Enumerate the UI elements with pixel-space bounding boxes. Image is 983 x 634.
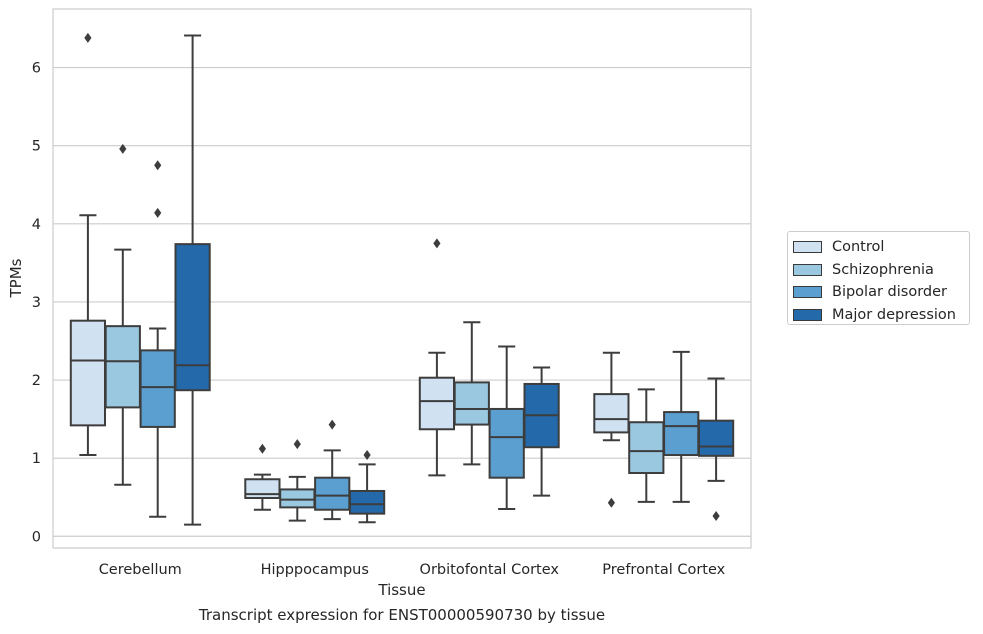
outlier-point <box>328 419 336 430</box>
box-control <box>593 351 630 508</box>
box-bipolar-disorder <box>663 350 700 503</box>
box-schizophrenia <box>104 143 141 486</box>
box-schizophrenia <box>453 321 490 466</box>
box-control <box>69 32 107 457</box>
outlier-point <box>363 450 371 461</box>
legend-label: Schizophrenia <box>832 261 934 278</box>
box-major-depression <box>174 34 211 526</box>
y-tick-label: 3 <box>32 295 41 311</box>
legend-label: Major depression <box>832 306 956 323</box>
box-iqr <box>663 411 700 457</box>
box-control <box>418 238 456 477</box>
y-tick-label: 5 <box>32 139 41 155</box>
box-bipolar-disorder <box>139 160 176 518</box>
box-major-depression <box>348 450 386 524</box>
legend-swatch <box>793 263 822 276</box>
legend-item: Major depression <box>793 304 964 327</box>
outlier-point <box>258 443 266 454</box>
y-axis-label: TPMs <box>7 258 25 298</box>
y-tick-label: 4 <box>32 217 41 233</box>
y-tick-label: 0 <box>32 529 41 545</box>
box-iqr <box>418 376 456 431</box>
y-tick-label: 6 <box>32 61 41 77</box>
outlier-point <box>293 439 301 450</box>
legend-swatch <box>793 286 822 299</box>
x-axis-label: Tissue <box>377 581 425 599</box>
legend: Control Schizophrenia Bipolar disorder Majo… <box>787 231 970 325</box>
x-tick-label: Hipppocampus <box>261 562 369 578</box>
x-tick-label: Prefrontal Cortex <box>602 562 725 578</box>
box-major-depression <box>523 366 560 497</box>
box-schizophrenia <box>628 388 665 503</box>
box-iqr <box>69 319 107 427</box>
box-iqr <box>104 325 141 409</box>
outlier-point <box>154 207 162 218</box>
box-iqr <box>244 478 281 500</box>
box-iqr <box>593 393 630 434</box>
legend-label: Bipolar disorder <box>832 284 947 301</box>
legend-swatch <box>793 308 822 321</box>
outlier-point <box>84 32 92 43</box>
outlier-point <box>154 160 162 171</box>
outlier-point <box>607 497 615 508</box>
box-iqr <box>314 476 351 511</box>
outlier-point <box>712 510 720 521</box>
box-iqr <box>453 381 490 426</box>
legend-swatch <box>793 241 822 254</box>
box-iqr <box>279 488 316 509</box>
y-tick-labels: 0 1 2 3 4 5 6 <box>32 61 41 546</box>
x-tick-label: Orbitofontal Cortex <box>420 562 560 578</box>
legend-label: Control <box>832 239 885 256</box>
box-series <box>69 32 735 526</box>
x-tick-labels: Cerebellum Hipppocampus Orbitofontal Corte… <box>99 562 726 578</box>
box-major-depression <box>697 377 735 521</box>
legend-item: Bipolar disorder <box>793 281 964 304</box>
box-bipolar-disorder <box>488 345 525 510</box>
y-tick-label: 2 <box>32 373 41 389</box>
box-iqr <box>139 349 176 428</box>
box-control <box>244 443 281 511</box>
chart-caption: Transcript expression for ENST0000059073… <box>198 606 606 624</box>
y-tick-label: 1 <box>32 451 41 467</box>
box-iqr <box>348 489 386 515</box>
outlier-point <box>119 143 127 154</box>
x-tick-label: Cerebellum <box>99 562 182 578</box>
box-iqr <box>174 243 211 392</box>
legend-item: Schizophrenia <box>793 259 964 282</box>
box-iqr <box>628 421 665 475</box>
outlier-point <box>433 238 441 249</box>
legend-item: Control <box>793 236 964 259</box>
box-iqr <box>697 419 735 457</box>
box-iqr <box>488 407 525 479</box>
